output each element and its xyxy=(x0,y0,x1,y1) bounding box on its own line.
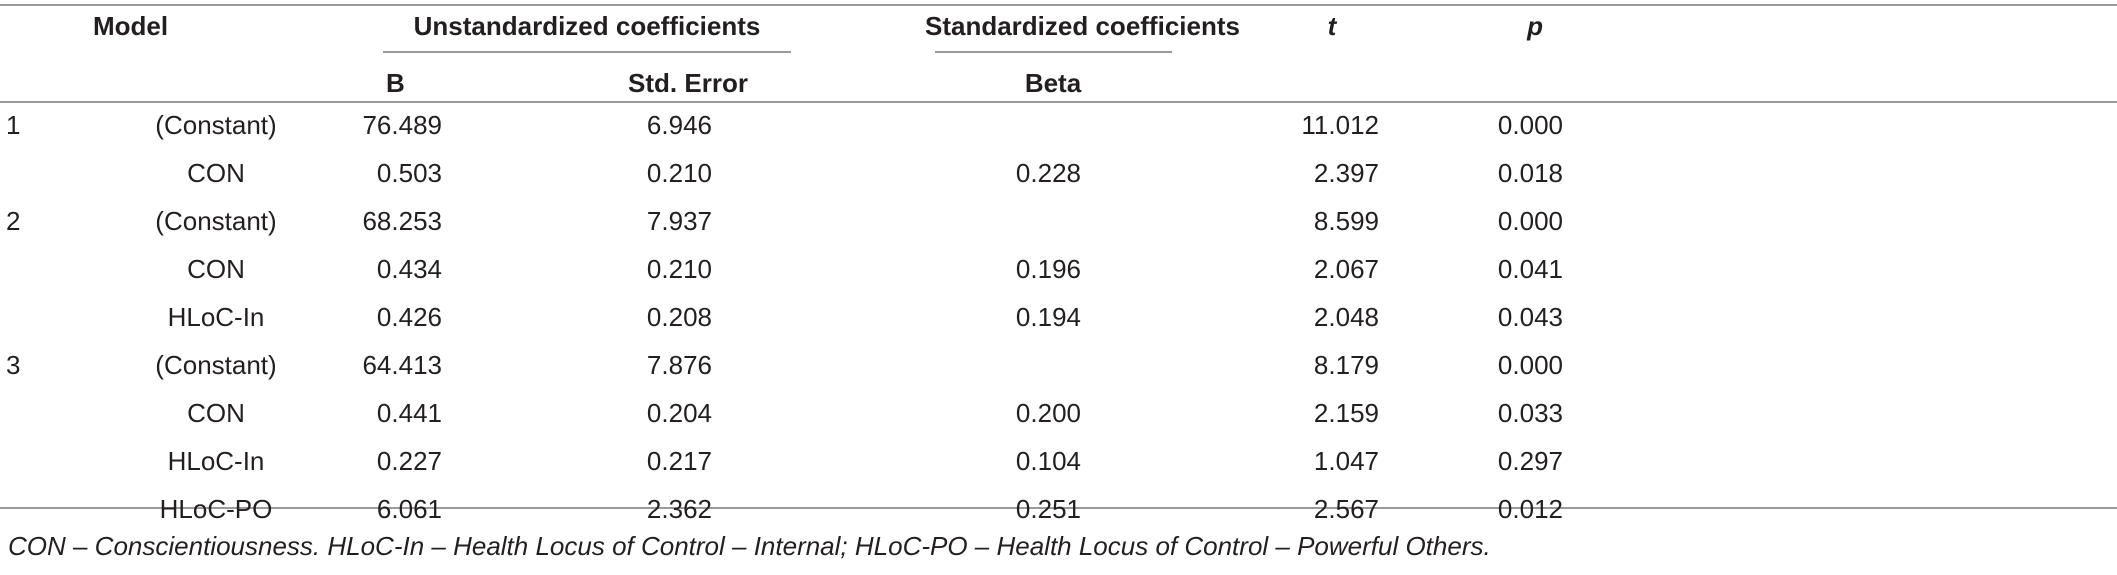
header-b: B xyxy=(386,68,405,98)
cell-std-error: 0.210 xyxy=(646,158,712,188)
cell-model: 2 xyxy=(6,206,21,236)
standardized-underline xyxy=(935,51,1172,53)
cell-t: 2.567 xyxy=(1313,494,1379,524)
cell-std-error: 7.876 xyxy=(646,350,712,380)
cell-p: 0.000 xyxy=(1497,110,1563,140)
cell-b: 64.413 xyxy=(362,350,442,380)
cell-b: 6.061 xyxy=(376,494,442,524)
cell-t: 2.397 xyxy=(1313,158,1379,188)
unstandardized-underline xyxy=(383,51,791,53)
cell-predictor: CON xyxy=(187,254,245,284)
cell-beta: 0.251 xyxy=(1015,494,1081,524)
cell-t: 11.012 xyxy=(1301,110,1379,140)
header-standardized: Standardized coefficients xyxy=(925,11,1240,41)
header-bottom-rule xyxy=(0,101,2117,103)
cell-predictor: CON xyxy=(187,158,245,188)
cell-beta: 0.200 xyxy=(1015,398,1081,428)
cell-std-error: 0.204 xyxy=(646,398,712,428)
cell-b: 0.503 xyxy=(376,158,442,188)
cell-p: 0.000 xyxy=(1497,206,1563,236)
cell-b: 0.227 xyxy=(376,446,442,476)
cell-p: 0.033 xyxy=(1497,398,1563,428)
cell-b: 68.253 xyxy=(362,206,442,236)
cell-beta: 0.228 xyxy=(1015,158,1081,188)
cell-predictor: (Constant) xyxy=(155,206,277,236)
cell-b: 0.434 xyxy=(376,254,442,284)
cell-predictor: HLoC-PO xyxy=(159,494,273,524)
header-beta: Beta xyxy=(1024,68,1082,98)
cell-beta: 0.104 xyxy=(1015,446,1081,476)
cell-b: 76.489 xyxy=(362,110,442,140)
cell-model: 3 xyxy=(6,350,21,380)
cell-predictor: CON xyxy=(187,398,245,428)
cell-p: 0.297 xyxy=(1497,446,1563,476)
cell-t: 2.159 xyxy=(1313,398,1379,428)
cell-std-error: 0.217 xyxy=(646,446,712,476)
header-unstandardized: Unstandardized coefficients xyxy=(413,11,761,41)
table-top-rule xyxy=(0,4,2117,6)
cell-t: 8.599 xyxy=(1313,206,1379,236)
cell-std-error: 6.946 xyxy=(646,110,712,140)
cell-model: 1 xyxy=(6,110,21,140)
cell-t: 1.047 xyxy=(1313,446,1379,476)
cell-p: 0.012 xyxy=(1497,494,1563,524)
cell-beta: 0.194 xyxy=(1015,302,1081,332)
header-p: p xyxy=(1527,11,1543,41)
cell-t: 8.179 xyxy=(1313,350,1379,380)
cell-predictor: (Constant) xyxy=(155,350,277,380)
cell-b: 0.426 xyxy=(376,302,442,332)
table-footnote: CON – Conscientiousness. HLoC-In – Healt… xyxy=(8,531,1491,561)
cell-p: 0.000 xyxy=(1497,350,1563,380)
header-t: t xyxy=(1327,11,1337,41)
cell-predictor: HLoC-In xyxy=(167,446,265,476)
cell-p: 0.043 xyxy=(1497,302,1563,332)
cell-t: 2.048 xyxy=(1313,302,1379,332)
cell-std-error: 7.937 xyxy=(646,206,712,236)
cell-std-error: 0.208 xyxy=(646,302,712,332)
cell-p: 0.018 xyxy=(1497,158,1563,188)
header-std-error: Std. Error xyxy=(628,68,748,98)
cell-std-error: 2.362 xyxy=(646,494,712,524)
table-bottom-rule xyxy=(0,507,2117,509)
cell-b: 0.441 xyxy=(376,398,442,428)
cell-std-error: 0.210 xyxy=(646,254,712,284)
cell-beta: 0.196 xyxy=(1015,254,1081,284)
cell-predictor: HLoC-In xyxy=(167,302,265,332)
cell-t: 2.067 xyxy=(1313,254,1379,284)
cell-p: 0.041 xyxy=(1497,254,1563,284)
header-model: Model xyxy=(93,11,169,41)
cell-predictor: (Constant) xyxy=(155,110,277,140)
